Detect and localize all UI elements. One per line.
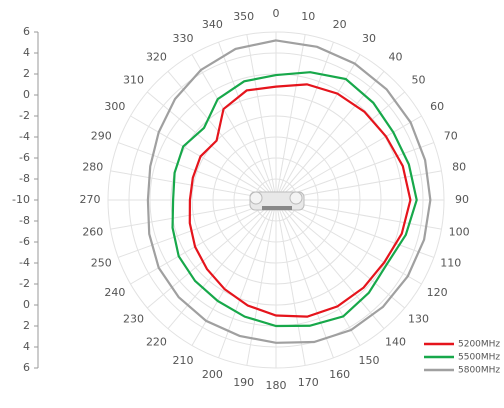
grid-spoke (117, 142, 277, 201)
grid-spoke (146, 199, 277, 309)
grid-spoke (275, 91, 406, 201)
scale-label: -10 (12, 193, 30, 206)
grid-spoke (110, 199, 277, 230)
grid-spoke (275, 199, 406, 309)
series-line (146, 39, 432, 344)
angle-label: 70 (444, 129, 458, 142)
grid-spoke (117, 199, 277, 258)
grid-spoke (275, 41, 334, 201)
angle-label: 80 (452, 161, 466, 174)
angle-label: 140 (385, 335, 406, 348)
angle-label: 120 (427, 286, 448, 299)
angle-label: 20 (333, 18, 347, 31)
legend-label: 5200MHz (458, 340, 500, 350)
scale-label: 0 (23, 298, 30, 311)
series-line (188, 83, 412, 318)
angle-label: 190 (233, 376, 254, 389)
plot: 0 102030405060708090100110120130140150160… (12, 7, 470, 392)
grid-spoke (275, 142, 435, 201)
angle-label: 320 (146, 51, 167, 64)
angle-label: 220 (146, 335, 167, 348)
grid-spoke (275, 199, 422, 285)
scale-label: -8 (19, 172, 30, 185)
angle-label: 350 (233, 10, 254, 23)
grid-spoke (275, 199, 361, 346)
angle-label: 260 (82, 225, 103, 238)
grid-spoke (167, 199, 277, 330)
grid-spoke (218, 41, 277, 201)
scale-label: -8 (19, 214, 30, 227)
scale-label: 2 (23, 319, 30, 332)
series-line (171, 71, 418, 328)
angle-label: 0 (273, 7, 280, 20)
angle-label: 250 (91, 257, 112, 270)
angle-label: 280 (82, 161, 103, 174)
angle-label: 100 (449, 225, 470, 238)
angle-label: 210 (173, 354, 194, 367)
angle-label: 290 (91, 129, 112, 142)
legend-label: 5800MHz (458, 366, 500, 376)
grid-spoke (275, 34, 306, 201)
angle-label: 230 (123, 313, 144, 326)
angle-label: 90 (455, 193, 469, 206)
angle-label: 130 (408, 313, 429, 326)
grid-spoke (130, 199, 277, 285)
grid-spoke (275, 199, 306, 366)
angle-label: 310 (123, 73, 144, 86)
angle-label: 200 (202, 368, 223, 381)
scale-label: 6 (23, 25, 30, 38)
angle-label: 330 (173, 32, 194, 45)
scale-label: 2 (23, 67, 30, 80)
angle-label: 110 (440, 257, 461, 270)
grid-spoke (130, 115, 277, 201)
angle-label: 170 (298, 376, 319, 389)
angle-label: 40 (389, 51, 403, 64)
angle-label: 180 (266, 379, 287, 392)
scale-label: -2 (19, 109, 30, 122)
angle-label: 60 (430, 100, 444, 113)
grid-spoke (167, 70, 277, 201)
angle-label: 30 (362, 32, 376, 45)
angle-label: 150 (359, 354, 380, 367)
legend-label: 5500MHz (458, 353, 500, 363)
angle-label: 300 (104, 100, 125, 113)
angle-label: 10 (301, 10, 315, 23)
angle-label: 270 (80, 193, 101, 206)
angle-label: 240 (104, 286, 125, 299)
scale-label: -2 (19, 277, 30, 290)
grid-spoke (191, 54, 277, 201)
grid-spoke (275, 199, 334, 359)
angle-label: 340 (202, 18, 223, 31)
grid-spoke (246, 34, 277, 201)
grid-spoke (275, 70, 385, 201)
grid-spoke (110, 170, 277, 201)
angle-label: 50 (411, 73, 425, 86)
scale-label: 0 (23, 88, 30, 101)
grid-spoke (275, 199, 435, 258)
scale-label: -4 (19, 130, 30, 143)
device-icon (249, 191, 305, 211)
scale-label: 6 (23, 361, 30, 374)
legend: 5200MHz 5500MHz 5800MHz (424, 340, 500, 376)
angle-label: 160 (329, 368, 350, 381)
scale-label: 4 (23, 340, 30, 353)
grid-spoke (275, 199, 385, 330)
scale-label: -4 (19, 256, 30, 269)
scale-label: -6 (19, 235, 30, 248)
grid-spoke (275, 115, 422, 201)
scale-label: -6 (19, 151, 30, 164)
scale-label: 4 (23, 46, 30, 59)
